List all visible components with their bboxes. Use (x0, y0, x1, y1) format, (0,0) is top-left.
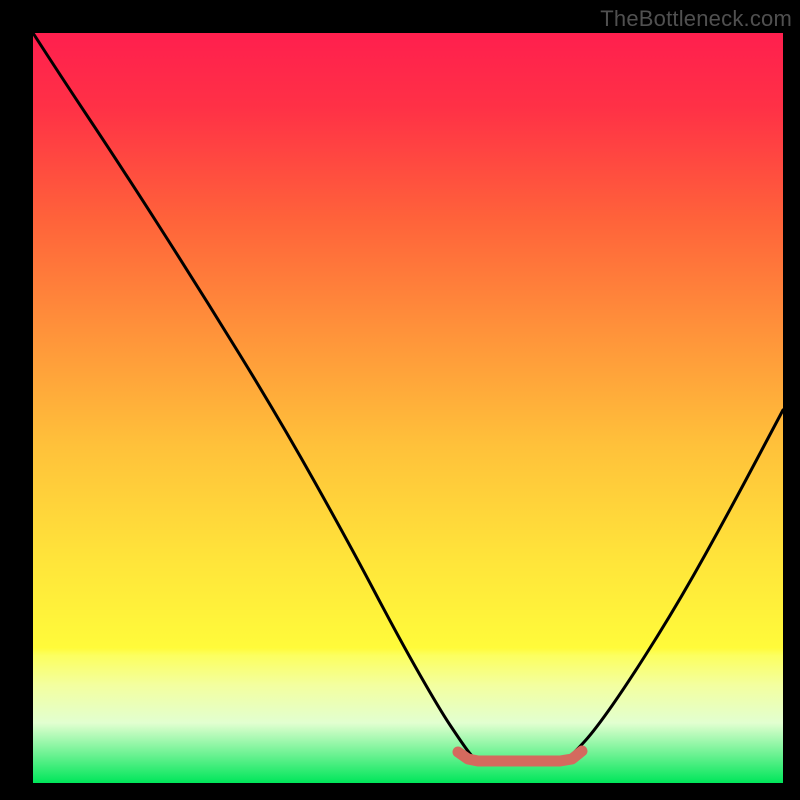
bottleneck-curve (33, 33, 783, 761)
chart-frame: TheBottleneck.com (0, 0, 800, 800)
watermark-text: TheBottleneck.com (600, 6, 792, 32)
border-right (783, 0, 800, 800)
border-bottom (0, 783, 800, 800)
curve-layer (0, 0, 800, 800)
border-left (0, 0, 33, 800)
bottom-accent-stroke (458, 751, 582, 761)
